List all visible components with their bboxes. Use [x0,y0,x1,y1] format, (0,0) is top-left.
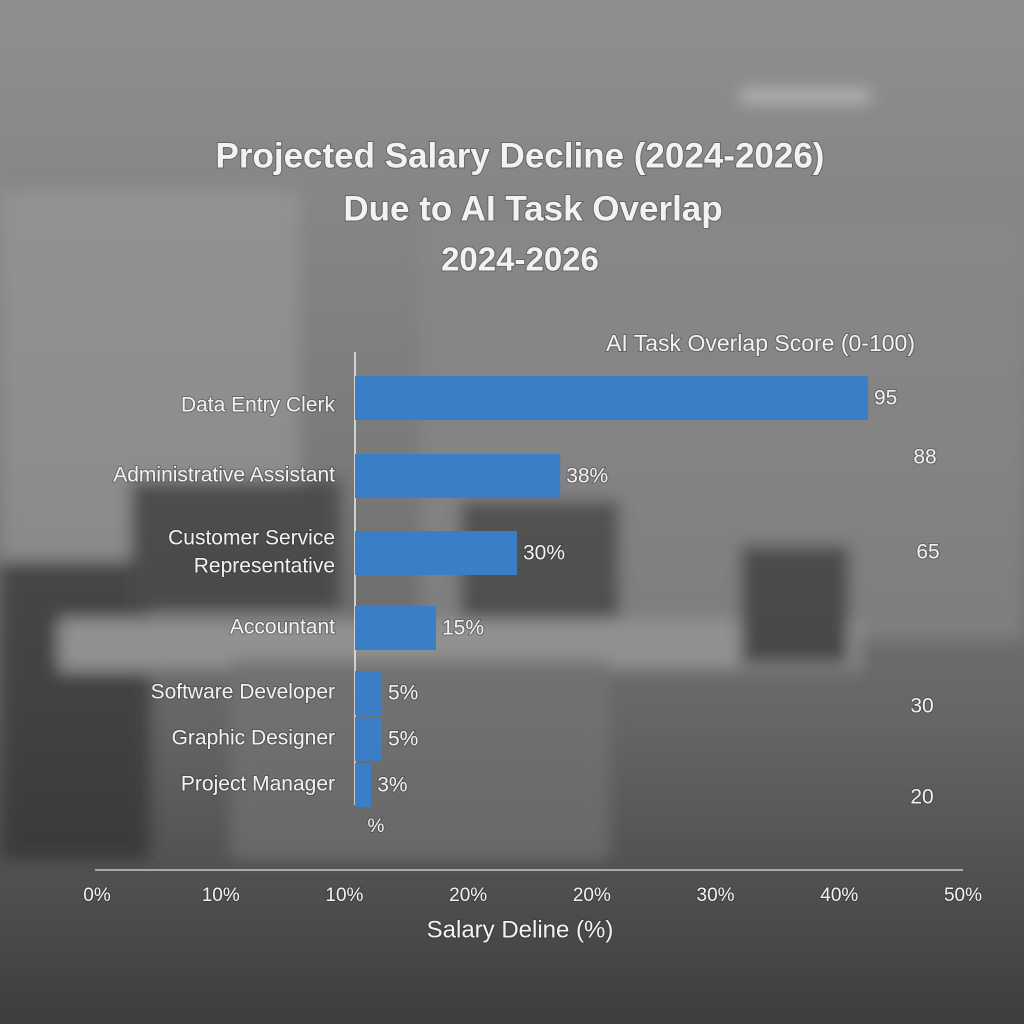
data-label: 3% [377,774,407,797]
y-tick-label: Accountant [230,616,335,639]
y-tick-label: Administrative Assistant [113,464,335,487]
x-tick-label: 10% [325,885,363,906]
bar [355,717,382,761]
overlap-score: 88 [913,446,936,469]
chart-subtitle: 2024-2026 [441,241,599,278]
data-label: 5% [388,728,418,751]
x-tick-label: 10% [202,885,240,906]
secondary-label: AI Task Overlap Score (0-100) [606,330,915,356]
bar [355,376,868,420]
x-tick-label: 50% [944,885,982,906]
bar [355,671,382,715]
x-tick-label: 20% [573,885,611,906]
x-axis-label: Salary Deline (%) [427,916,614,943]
overlap-score: 65 [916,541,939,564]
y-tick-label: Graphic Designer [172,727,335,750]
y-tick-label: Data Entry Clerk [181,394,336,417]
y-tick-label: Customer Service [168,527,335,550]
x-tick-label: 40% [820,885,858,906]
data-label: 5% [388,682,418,705]
bar [355,606,436,650]
overlap-score: 20 [910,786,933,809]
data-label: 30% [523,542,565,565]
data-label: 15% [442,617,484,640]
axis-note: % [368,816,385,837]
chart-title: Projected Salary Decline (2024-2026) [216,136,825,175]
x-tick-label: 0% [83,885,111,906]
y-tick-label: Project Manager [181,773,335,796]
bar [355,531,517,575]
chart-title: Due to AI Task Overlap [343,189,722,228]
overlap-score: 30 [910,695,933,718]
x-tick-label: 30% [697,885,735,906]
bar [355,763,372,807]
data-label: 38% [566,465,608,488]
data-label: 95 [874,387,897,410]
bar [355,454,561,498]
x-tick-label: 20% [449,885,487,906]
y-tick-label: Software Developer [151,681,335,704]
y-tick-label: Representative [194,555,335,578]
